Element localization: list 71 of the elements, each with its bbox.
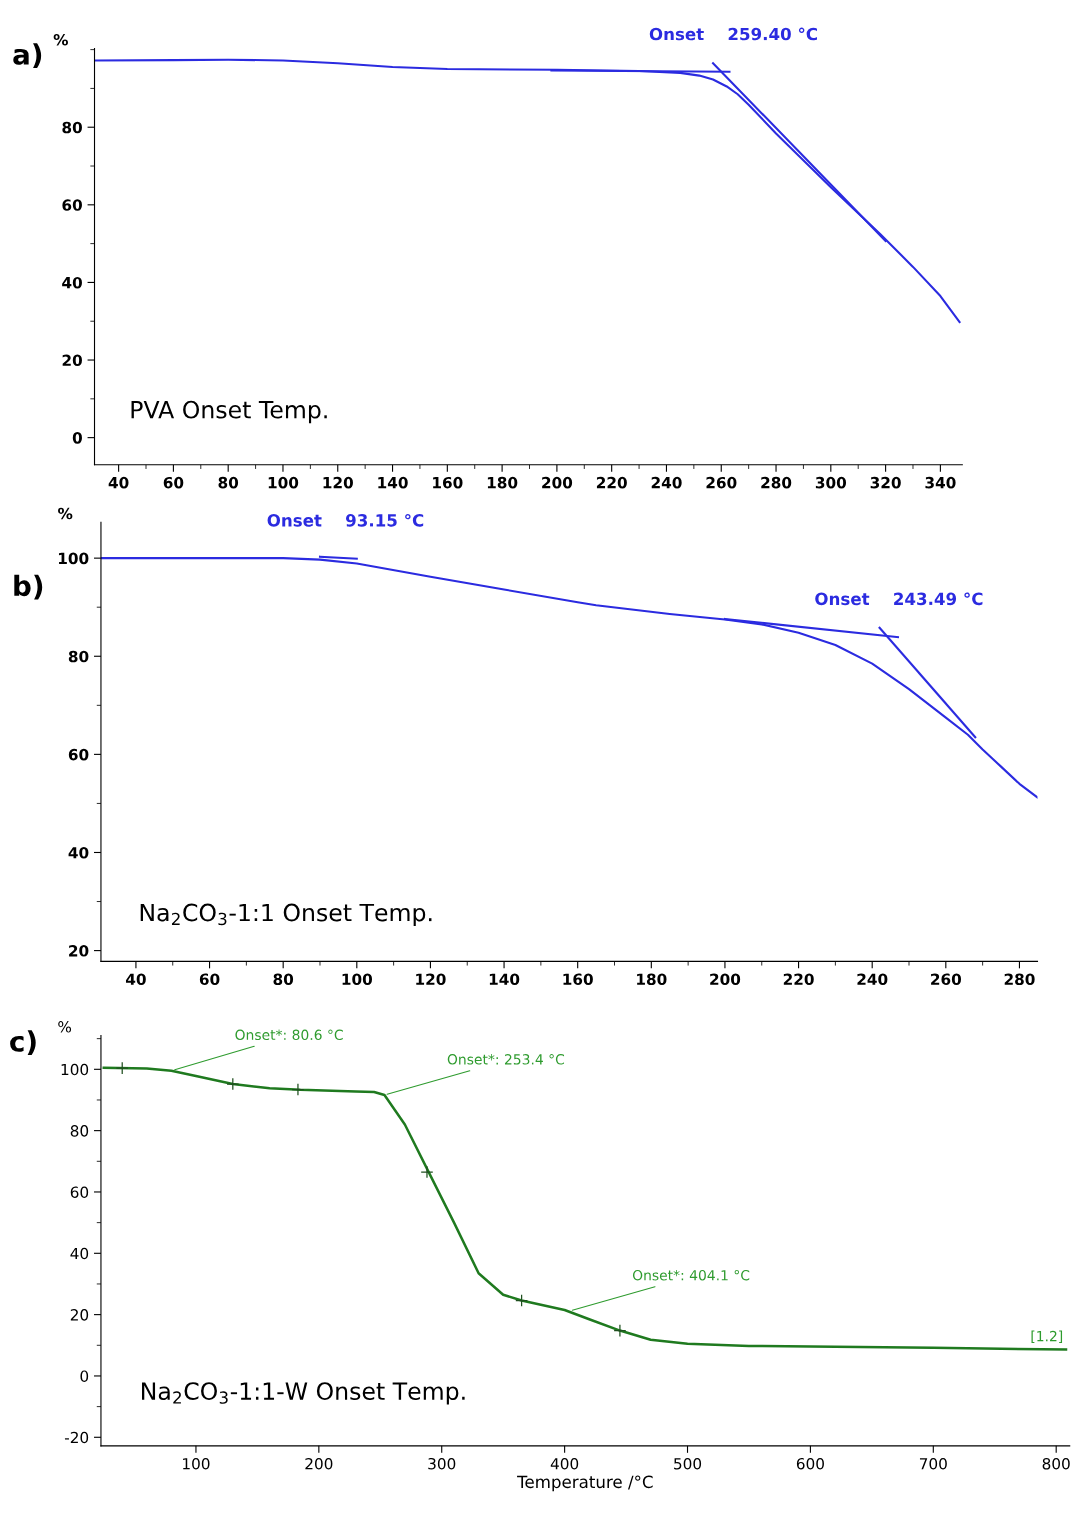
x-tick-label: 300 bbox=[428, 1457, 456, 1470]
y-tick-label: 60 bbox=[62, 199, 82, 211]
annotation: Onset 243.49 °C bbox=[815, 592, 983, 606]
y-tick-label: 80 bbox=[70, 1125, 89, 1137]
annotation: Onset*: 404.1 °C bbox=[632, 1269, 750, 1281]
y-tick-label: 80 bbox=[68, 650, 89, 663]
x-tick-label: 120 bbox=[416, 973, 446, 986]
x-tick-label: 800 bbox=[1042, 1457, 1070, 1470]
annotation: Onset*: 253.4 °C bbox=[447, 1054, 565, 1065]
annotation: Onset 259.40 °C bbox=[649, 27, 817, 41]
annotation: PVA Onset Temp. bbox=[131, 400, 327, 424]
x-tick-label: 60 bbox=[163, 476, 184, 489]
x-tick-label: 180 bbox=[487, 476, 518, 489]
x-tick-label: 240 bbox=[857, 973, 888, 986]
annotation: Na$_{2}$CO$_{3}$-1:1-W Onset Temp. bbox=[142, 1382, 465, 1405]
y-tick-label: 40 bbox=[70, 1247, 89, 1260]
x-tick-label: 40 bbox=[125, 973, 146, 986]
y-tick-label: 20 bbox=[70, 1309, 89, 1321]
x-tick-label: 100 bbox=[183, 1457, 210, 1470]
chart-title: a) bbox=[13, 43, 42, 69]
y-axis-title: % bbox=[53, 33, 68, 46]
x-tick-label: 100 bbox=[342, 973, 373, 986]
x-tick-label: 500 bbox=[674, 1457, 702, 1470]
y-axis-title: % bbox=[58, 507, 73, 520]
x-tick-label: 300 bbox=[815, 476, 847, 489]
x-tick-label: 260 bbox=[931, 973, 962, 986]
y-tick-label: -20 bbox=[64, 1431, 89, 1444]
annotation: Onset 93.15 °C bbox=[267, 513, 424, 527]
x-tick-label: 140 bbox=[378, 476, 408, 489]
x-tick-label: 220 bbox=[783, 973, 814, 986]
y-tick-label: 40 bbox=[62, 276, 82, 289]
y-tick-label: 80 bbox=[62, 121, 82, 134]
y-tick-label: 100 bbox=[61, 1063, 89, 1076]
x-axis-title: Temperature /°C bbox=[517, 1475, 653, 1492]
x-tick-label: 220 bbox=[596, 476, 627, 489]
x-tick-label: 180 bbox=[637, 973, 667, 986]
y-tick-label: 60 bbox=[68, 748, 89, 761]
x-tick-label: 200 bbox=[710, 973, 741, 986]
annotation: [1.2] bbox=[1031, 1330, 1063, 1343]
x-tick-label: 60 bbox=[199, 973, 220, 986]
chart-title: c) bbox=[10, 1030, 36, 1056]
x-tick-label: 280 bbox=[1004, 973, 1035, 986]
x-tick-label: 320 bbox=[870, 476, 901, 489]
x-tick-label: 400 bbox=[550, 1457, 579, 1470]
x-tick-label: 340 bbox=[925, 476, 956, 489]
text: b) bbox=[14, 574, 43, 600]
y-tick-label: 20 bbox=[62, 354, 82, 367]
x-tick-label: 40 bbox=[108, 476, 129, 489]
y-tick-label: 20 bbox=[69, 945, 89, 957]
x-tick-label: 140 bbox=[489, 973, 520, 986]
y-tick-label: 60 bbox=[70, 1186, 89, 1198]
y-tick-label: 0 bbox=[80, 1370, 89, 1382]
x-tick-label: 200 bbox=[305, 1457, 333, 1470]
x-tick-label: 80 bbox=[218, 476, 239, 489]
x-tick-label: 200 bbox=[542, 476, 573, 489]
x-tick-label: 280 bbox=[761, 476, 792, 489]
x-tick-label: 80 bbox=[273, 973, 294, 986]
y-tick-label: 40 bbox=[68, 846, 89, 859]
annotation: Onset*: 80.6 °C bbox=[235, 1029, 343, 1041]
x-tick-label: 100 bbox=[268, 476, 299, 489]
y-tick-label: 100 bbox=[58, 552, 89, 565]
x-tick-label: 160 bbox=[563, 973, 593, 986]
x-tick-label: 120 bbox=[323, 476, 353, 489]
x-tick-label: 160 bbox=[433, 476, 463, 489]
x-tick-label: 600 bbox=[796, 1457, 824, 1470]
annotation: Na$_{2}$CO$_{3}$-1:1 Onset Temp. bbox=[140, 903, 432, 927]
y-tick-label: 0 bbox=[72, 432, 82, 444]
y-axis-title: % bbox=[58, 1021, 72, 1033]
x-tick-label: 240 bbox=[651, 476, 682, 489]
x-tick-label: 260 bbox=[706, 476, 737, 489]
x-tick-label: 700 bbox=[919, 1457, 947, 1470]
